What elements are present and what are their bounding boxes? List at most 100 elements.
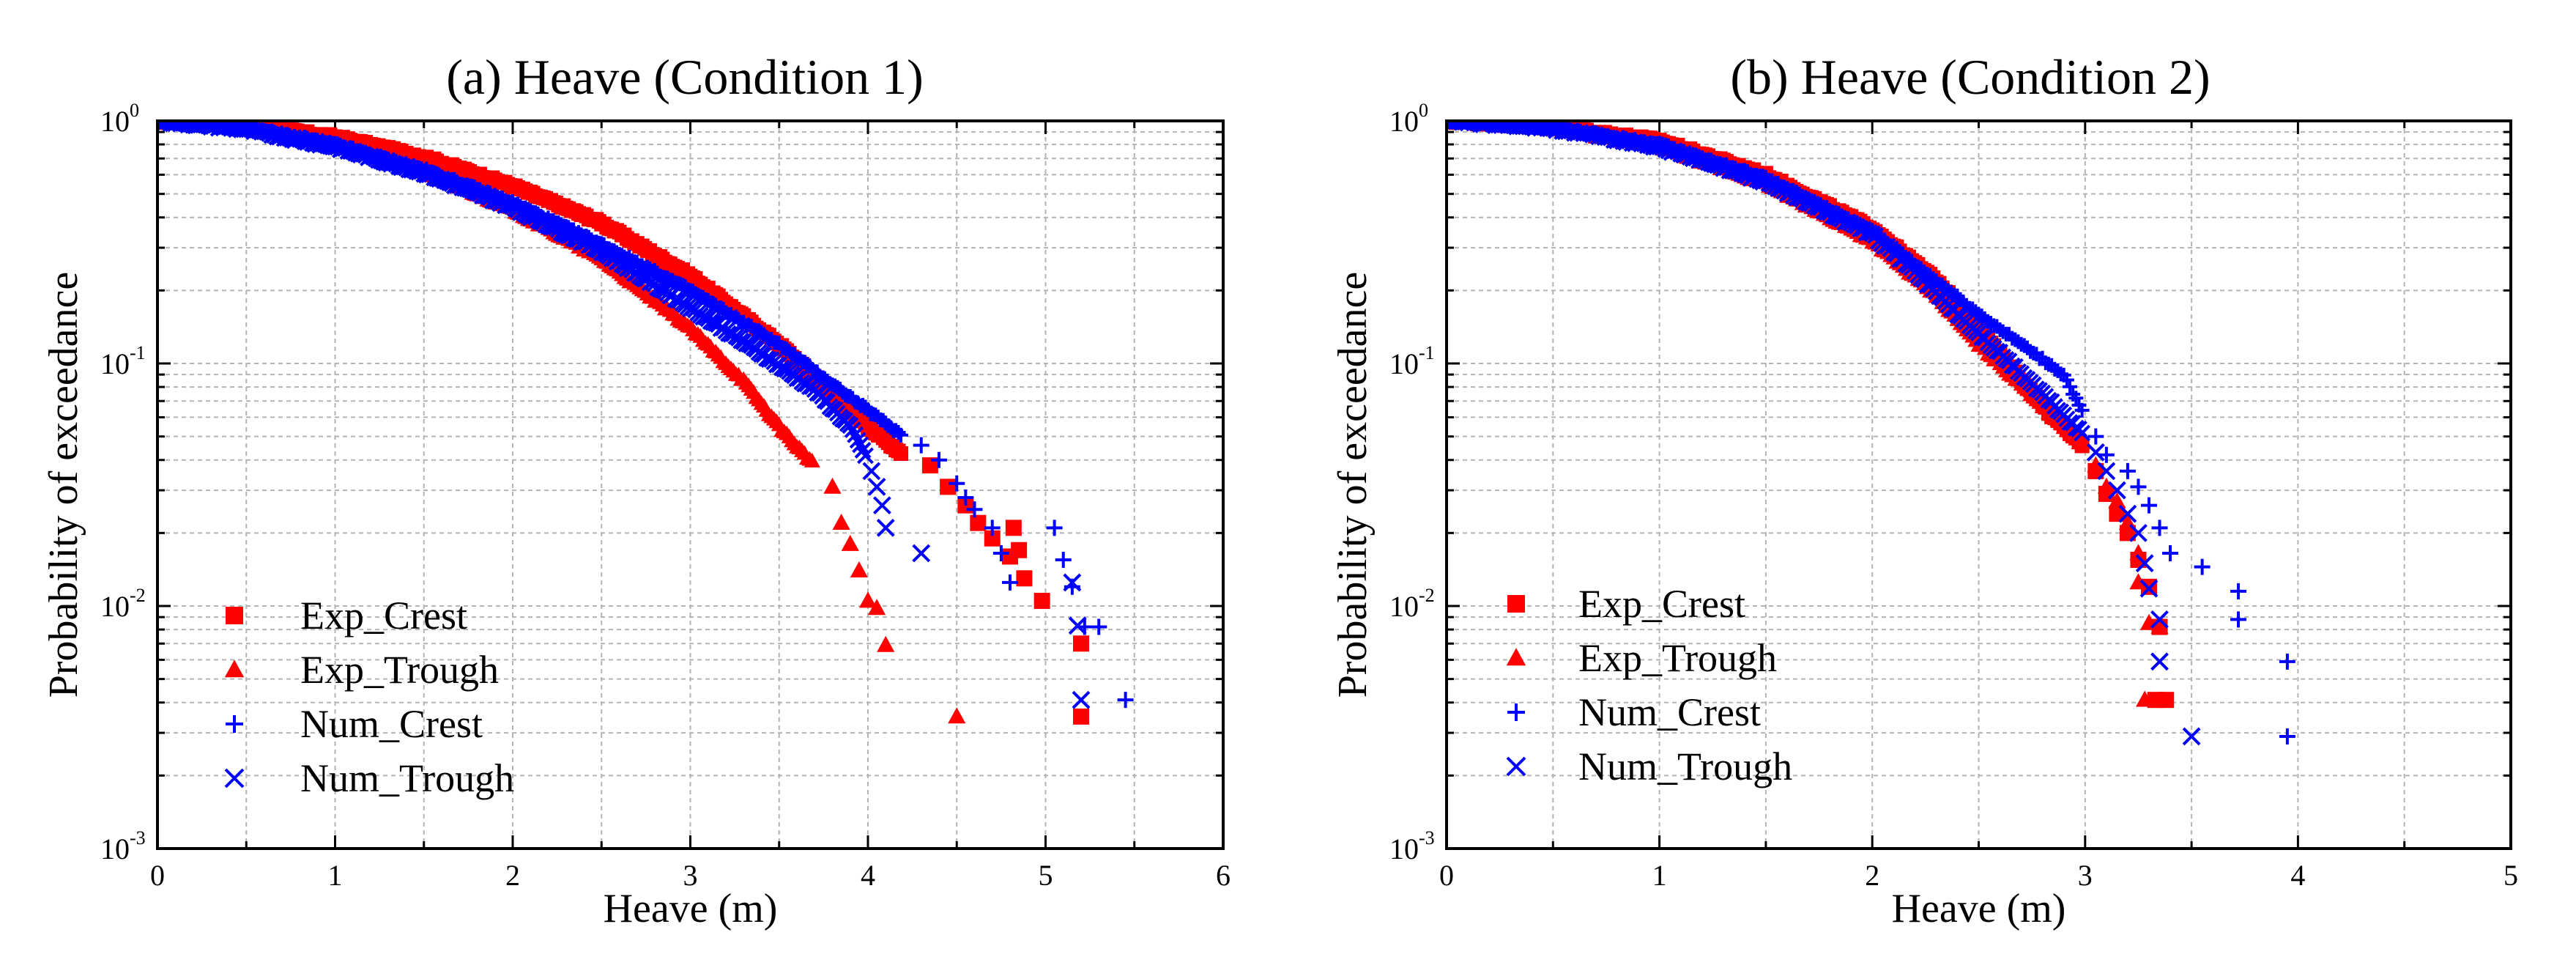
data-point: [1072, 690, 1091, 709]
data-point: [2279, 653, 2295, 670]
data-point: [1002, 574, 1018, 591]
data-point: [2118, 504, 2137, 523]
data-point: [1055, 552, 1072, 568]
data-point: [862, 462, 881, 481]
data-point: [970, 514, 987, 531]
data-point: [1033, 592, 1050, 609]
data-point: [1005, 520, 1022, 536]
data-point: [1016, 570, 1033, 587]
plot-area: [1447, 121, 2295, 746]
legend-label: Num_Trough: [1578, 744, 1792, 788]
data-point: [2087, 456, 2105, 473]
data-point: [2097, 462, 2116, 481]
x-tick-label: 0: [150, 859, 165, 892]
grid: [157, 121, 1223, 849]
legend-label: Exp_Trough: [300, 648, 499, 692]
chart-b: (b) Heave (Condition 2) 0 1 2 3 4 5 10-3 10-2 10-…: [1330, 49, 2518, 931]
legend-label: Num_Crest: [300, 702, 483, 746]
data-point: [894, 446, 909, 461]
legend: Exp_Crest Exp_Trough Num_Crest Num_Trough: [1506, 582, 1792, 788]
data-point: [850, 561, 868, 577]
plot-frame: [156, 119, 1225, 850]
chart-title: (a) Heave (Condition 1): [446, 49, 923, 105]
data-point: [832, 514, 850, 531]
x-tick-label: 1: [1652, 859, 1667, 892]
data-point: [1073, 708, 1089, 725]
data-point: [2135, 554, 2154, 573]
series-num-trough: [1447, 121, 2201, 746]
data-point: [949, 475, 965, 492]
legend-marker: [1506, 756, 1526, 777]
data-point: [857, 447, 874, 465]
data-point: [1011, 542, 1028, 558]
data-point: [940, 479, 957, 495]
y-tick-label: 10-3: [100, 827, 146, 865]
legend-label: Num_Crest: [1578, 690, 1761, 734]
data-point: [877, 635, 895, 652]
data-point: [2059, 372, 2074, 388]
x-tick-label: 3: [2078, 859, 2093, 892]
data-point: [984, 530, 1001, 547]
data-point: [2150, 610, 2169, 629]
data-point: [1046, 520, 1063, 536]
legend-label: Num_Trough: [300, 756, 514, 800]
data-point: [823, 477, 842, 494]
data-point: [2074, 402, 2090, 418]
data-point: [992, 545, 1009, 562]
grid: [1447, 121, 2511, 849]
data-point: [694, 308, 712, 326]
data-point: [1063, 573, 1082, 592]
data-point: [913, 437, 929, 454]
legend-marker: [224, 768, 245, 788]
data-point: [545, 218, 562, 236]
data-point: [803, 452, 820, 468]
x-tick-label: 4: [2290, 859, 2305, 892]
data-point: [2074, 424, 2091, 442]
data-point: [2119, 462, 2136, 479]
y-tick-label: 10-1: [1389, 342, 1435, 380]
data-point: [966, 501, 983, 518]
x-tick-label: 5: [1039, 859, 1053, 892]
data-point: [1091, 618, 1107, 635]
data-point: [868, 599, 886, 616]
x-tick-label: 2: [1865, 859, 1879, 892]
y-tick-label: 100: [100, 100, 139, 138]
data-point: [2074, 435, 2090, 450]
plot-frame: [1445, 119, 2512, 850]
data-point: [2158, 692, 2175, 709]
chart-a: (a) Heave (Condition 1) 0 1 2 3 4 5 6 10-3 10-2 10…: [41, 49, 1231, 931]
data-point: [2136, 690, 2154, 707]
y-axis-label: Probability of exceedance: [41, 272, 86, 698]
legend-label: Exp_Trough: [1578, 636, 1777, 680]
legend: Exp_Crest Exp_Trough Num_Crest Num_Trough: [224, 594, 514, 800]
series-num-crest: [157, 121, 1134, 709]
data-point: [872, 496, 891, 515]
legend-marker: [224, 659, 245, 678]
x-tick-label: 3: [683, 859, 698, 892]
data-point: [2151, 520, 2168, 536]
data-point: [2129, 544, 2148, 561]
data-point: [948, 707, 966, 724]
data-point: [1596, 129, 1614, 147]
y-axis-label: Probability of exceedance: [1330, 272, 1376, 698]
data-point: [2097, 477, 2115, 494]
data-point: [1797, 193, 1814, 211]
data-point: [2279, 728, 2295, 744]
x-tick-label: 6: [1216, 859, 1231, 892]
data-point: [891, 424, 906, 440]
y-tick-label: 100: [1389, 100, 1428, 138]
y-tick-label: 10-2: [1389, 585, 1435, 623]
legend-marker: [226, 607, 243, 624]
data-point: [984, 520, 1001, 536]
data-point: [867, 477, 886, 496]
data-point: [1068, 616, 1087, 635]
data-point: [841, 534, 859, 551]
data-point: [1117, 692, 1134, 709]
legend-label: Exp_Crest: [1578, 582, 1745, 626]
legend-marker: [1506, 648, 1526, 666]
data-point: [2182, 727, 2201, 746]
data-point: [2230, 583, 2247, 599]
data-point: [1073, 635, 1089, 652]
data-point: [2087, 428, 2104, 445]
